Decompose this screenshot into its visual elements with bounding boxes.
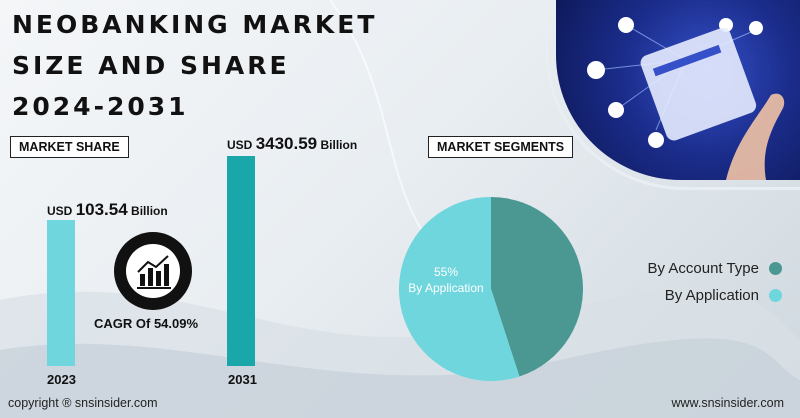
market-segments-label: MARKET SEGMENTS <box>428 136 574 158</box>
bar-2023 <box>47 220 75 366</box>
segments-pie-chart: 55% By Application <box>398 196 584 382</box>
bar-chart-growth-icon <box>137 255 171 289</box>
footer-website[interactable]: www.snsinsider.com <box>671 396 784 410</box>
value-2023-number: 103.54 <box>75 200 128 219</box>
value-2031-number: 3430.59 <box>255 134 318 153</box>
legend-dot-application <box>769 289 782 302</box>
pie-slice-by-application <box>398 197 520 381</box>
legend-item-application: By Application <box>665 287 782 304</box>
legend-item-account-type: By Account Type <box>648 260 782 277</box>
pie-svg: 55% By Application <box>398 197 583 381</box>
cagr-badge-inner <box>126 244 180 298</box>
value-2031-suffix: Billion <box>320 138 358 152</box>
value-2031-label: USD 3430.59 Billion <box>227 134 357 154</box>
value-2023-suffix: Billion <box>131 204 168 218</box>
pie-label-name: By Application <box>408 281 483 295</box>
cagr-badge <box>114 232 192 310</box>
value-2031-prefix: USD <box>227 138 253 152</box>
hero-image-frame <box>545 0 800 190</box>
legend-label-account-type: By Account Type <box>647 260 759 277</box>
title-line-1: NEOBANKING MARKET <box>12 10 378 39</box>
page-title: NEOBANKING MARKET SIZE AND SHARE 2024-20… <box>12 4 392 127</box>
bar-2031 <box>227 156 255 366</box>
pie-slice-by-account-type <box>491 197 583 377</box>
title-line-2: SIZE AND SHARE <box>12 51 290 80</box>
legend-dot-account-type <box>769 262 782 275</box>
legend-label-application: By Application <box>664 287 759 304</box>
pie-label-percent: 55% <box>434 265 458 279</box>
year-2023-label: 2023 <box>47 372 76 387</box>
footer-copyright: copyright ® snsinsider.com <box>8 396 158 410</box>
value-2023-prefix: USD <box>47 204 73 218</box>
market-share-label: MARKET SHARE <box>10 136 129 158</box>
value-2023-label: USD 103.54 Billion <box>47 200 168 220</box>
title-line-3: 2024-2031 <box>12 92 189 121</box>
year-2031-label: 2031 <box>228 372 257 387</box>
cagr-text: CAGR Of 54.09% <box>94 316 199 331</box>
